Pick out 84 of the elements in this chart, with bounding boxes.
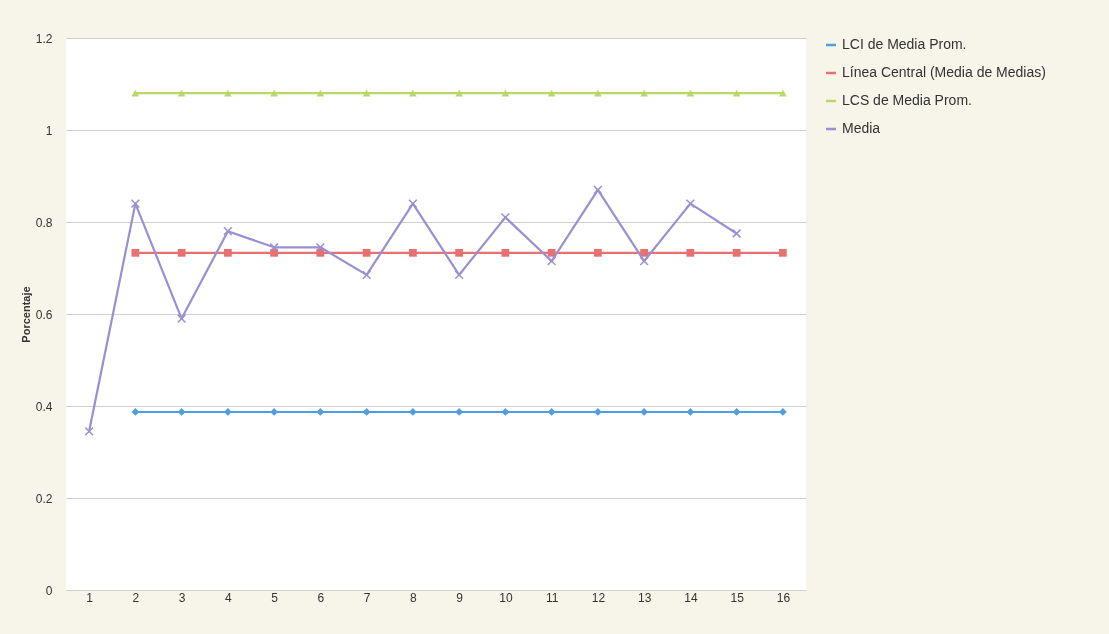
point <box>409 248 417 257</box>
y-axis-title: Porcentaje <box>19 286 32 343</box>
x-tick-label: 16 <box>776 590 791 605</box>
x-tick-label: 12 <box>591 590 606 605</box>
point <box>732 228 742 239</box>
point <box>500 212 510 223</box>
point <box>409 89 417 97</box>
legend-label: Media <box>842 120 881 136</box>
point <box>732 248 741 257</box>
point <box>270 408 278 416</box>
point <box>177 408 186 416</box>
point <box>270 89 278 97</box>
point <box>223 226 233 236</box>
x-tick-label: 9 <box>456 590 464 605</box>
y-tick-label: 0.4 <box>35 399 53 414</box>
point <box>779 89 787 97</box>
x-tick-label: 1 <box>86 590 94 605</box>
point <box>131 248 140 257</box>
x-tick-label: 10 <box>499 590 513 605</box>
x-tick-label: 6 <box>317 590 325 605</box>
point <box>409 408 417 416</box>
point <box>732 89 741 97</box>
point <box>269 242 279 252</box>
point <box>455 89 463 97</box>
point <box>501 408 510 416</box>
point <box>362 248 371 257</box>
point <box>224 89 232 97</box>
point <box>501 89 510 97</box>
x-tick-label: 8 <box>410 590 418 605</box>
point <box>594 248 602 257</box>
y-tick-label: 0.8 <box>35 215 53 230</box>
point <box>224 408 232 416</box>
point <box>547 256 557 266</box>
x-tick-label: 7 <box>363 590 371 605</box>
point <box>315 242 325 252</box>
legend-label: LCS de Media Prom. <box>842 92 972 108</box>
point <box>84 426 94 436</box>
point <box>130 198 140 209</box>
legend-label: Línea Central (Media de Medias) <box>842 64 1046 80</box>
legend-label: LCI de Media Prom. <box>842 36 967 52</box>
point <box>547 89 556 97</box>
y-tick-label: 0 <box>45 583 53 598</box>
x-tick-label: 15 <box>730 590 745 605</box>
point <box>593 185 603 195</box>
point <box>316 89 325 97</box>
point <box>454 270 464 280</box>
point <box>177 89 186 97</box>
point <box>177 248 186 257</box>
point <box>362 270 372 280</box>
y-tick-label: 0.2 <box>35 491 53 506</box>
point <box>362 89 371 97</box>
point <box>639 256 649 266</box>
point <box>594 89 602 97</box>
point <box>732 408 741 416</box>
point <box>131 408 140 416</box>
point <box>362 408 371 416</box>
y-tick-label: 1.2 <box>35 31 53 46</box>
point <box>131 89 140 97</box>
point <box>408 198 418 209</box>
point <box>455 248 463 257</box>
point <box>686 89 695 97</box>
y-tick-label: 0.6 <box>35 307 53 322</box>
point <box>177 313 187 324</box>
point <box>686 248 695 257</box>
x-tick-label: 3 <box>178 590 186 605</box>
point <box>685 198 695 209</box>
point <box>501 248 510 257</box>
x-tick-label: 13 <box>637 590 652 605</box>
point <box>779 408 787 416</box>
point <box>594 408 602 416</box>
x-tick-label: 4 <box>225 590 233 605</box>
x-tick-label: 11 <box>545 590 559 605</box>
point <box>455 408 463 416</box>
point <box>547 408 556 416</box>
x-tick-label: 5 <box>271 590 279 605</box>
y-tick-label: 1 <box>45 123 53 138</box>
x-tick-label: 2 <box>132 590 140 605</box>
point <box>686 408 695 416</box>
x-tick-label: 14 <box>684 590 698 605</box>
point <box>779 248 787 257</box>
point <box>224 248 232 257</box>
point <box>640 89 648 97</box>
point <box>640 408 648 416</box>
point <box>316 408 325 416</box>
